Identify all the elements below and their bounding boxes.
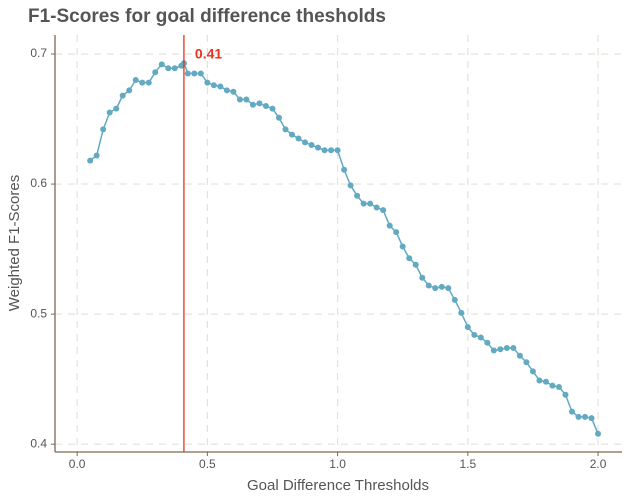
point (302, 139, 309, 146)
point (171, 65, 178, 72)
point (197, 70, 204, 77)
point (484, 339, 491, 346)
point (308, 142, 315, 149)
point (451, 296, 458, 303)
point (132, 77, 139, 84)
point (471, 331, 478, 338)
point (432, 285, 439, 292)
point (529, 368, 536, 375)
point (262, 103, 269, 110)
point (106, 109, 113, 116)
point (347, 182, 354, 189)
y-tick-label: 0.6 (30, 176, 47, 190)
point (367, 200, 374, 207)
point (354, 192, 361, 199)
point (458, 309, 465, 316)
point (497, 346, 504, 353)
point (380, 207, 387, 214)
point (100, 126, 107, 133)
point (582, 413, 589, 420)
point (289, 131, 296, 138)
point (184, 70, 191, 77)
point (386, 222, 393, 229)
point (516, 352, 523, 359)
point (295, 135, 302, 142)
point (282, 126, 289, 133)
point (328, 147, 335, 154)
point (113, 105, 120, 112)
point (438, 283, 445, 290)
point (269, 105, 276, 112)
point (464, 324, 471, 331)
point (568, 408, 575, 415)
point (93, 152, 100, 159)
point (425, 282, 432, 289)
point (321, 147, 328, 154)
x-tick-label: 0.0 (69, 457, 86, 471)
point (223, 87, 230, 94)
point (275, 114, 282, 121)
line (89, 61, 599, 435)
point (119, 92, 126, 99)
point (523, 359, 530, 366)
chart-title: F1-Scores for goal difference thesholds (28, 6, 386, 27)
y-tick-label: 0.4 (30, 436, 47, 450)
point (510, 344, 517, 351)
x-axis-title: Goal Difference Thresholds (247, 477, 429, 494)
point (445, 285, 452, 292)
x-tick-label: 1.5 (459, 457, 476, 471)
point (393, 229, 400, 236)
point (126, 87, 133, 94)
point (503, 344, 510, 351)
point (334, 147, 341, 154)
point (542, 378, 549, 385)
point (230, 88, 237, 95)
point (87, 157, 94, 164)
threshold-label: 0.41 (195, 46, 222, 62)
point (595, 430, 602, 437)
point (165, 65, 172, 72)
point (315, 144, 322, 151)
point (236, 96, 243, 103)
point (562, 391, 569, 398)
point (399, 243, 406, 250)
point (419, 274, 426, 281)
point (536, 377, 543, 384)
x-tick-label: 2.0 (590, 457, 607, 471)
point (139, 79, 146, 86)
point (549, 382, 556, 389)
y-axis-title: Weighted F1-Scores (6, 175, 23, 311)
point (204, 79, 211, 86)
y-tick-label: 0.7 (30, 46, 47, 60)
point (412, 261, 419, 268)
point (217, 83, 224, 90)
point (406, 255, 413, 262)
point (373, 204, 380, 211)
point (490, 347, 497, 354)
point (477, 334, 484, 341)
point (555, 383, 562, 390)
point (588, 415, 595, 422)
point (145, 79, 152, 86)
point (191, 70, 198, 77)
y-tick-label: 0.5 (30, 306, 47, 320)
point (152, 69, 159, 76)
point (360, 200, 367, 207)
point (243, 96, 250, 103)
point (256, 100, 263, 107)
point (575, 413, 582, 420)
point (158, 61, 165, 68)
x-tick-label: 0.5 (199, 457, 216, 471)
point (249, 101, 256, 108)
x-tick-label: 1.0 (329, 457, 346, 471)
point (341, 166, 348, 173)
point (210, 82, 217, 89)
